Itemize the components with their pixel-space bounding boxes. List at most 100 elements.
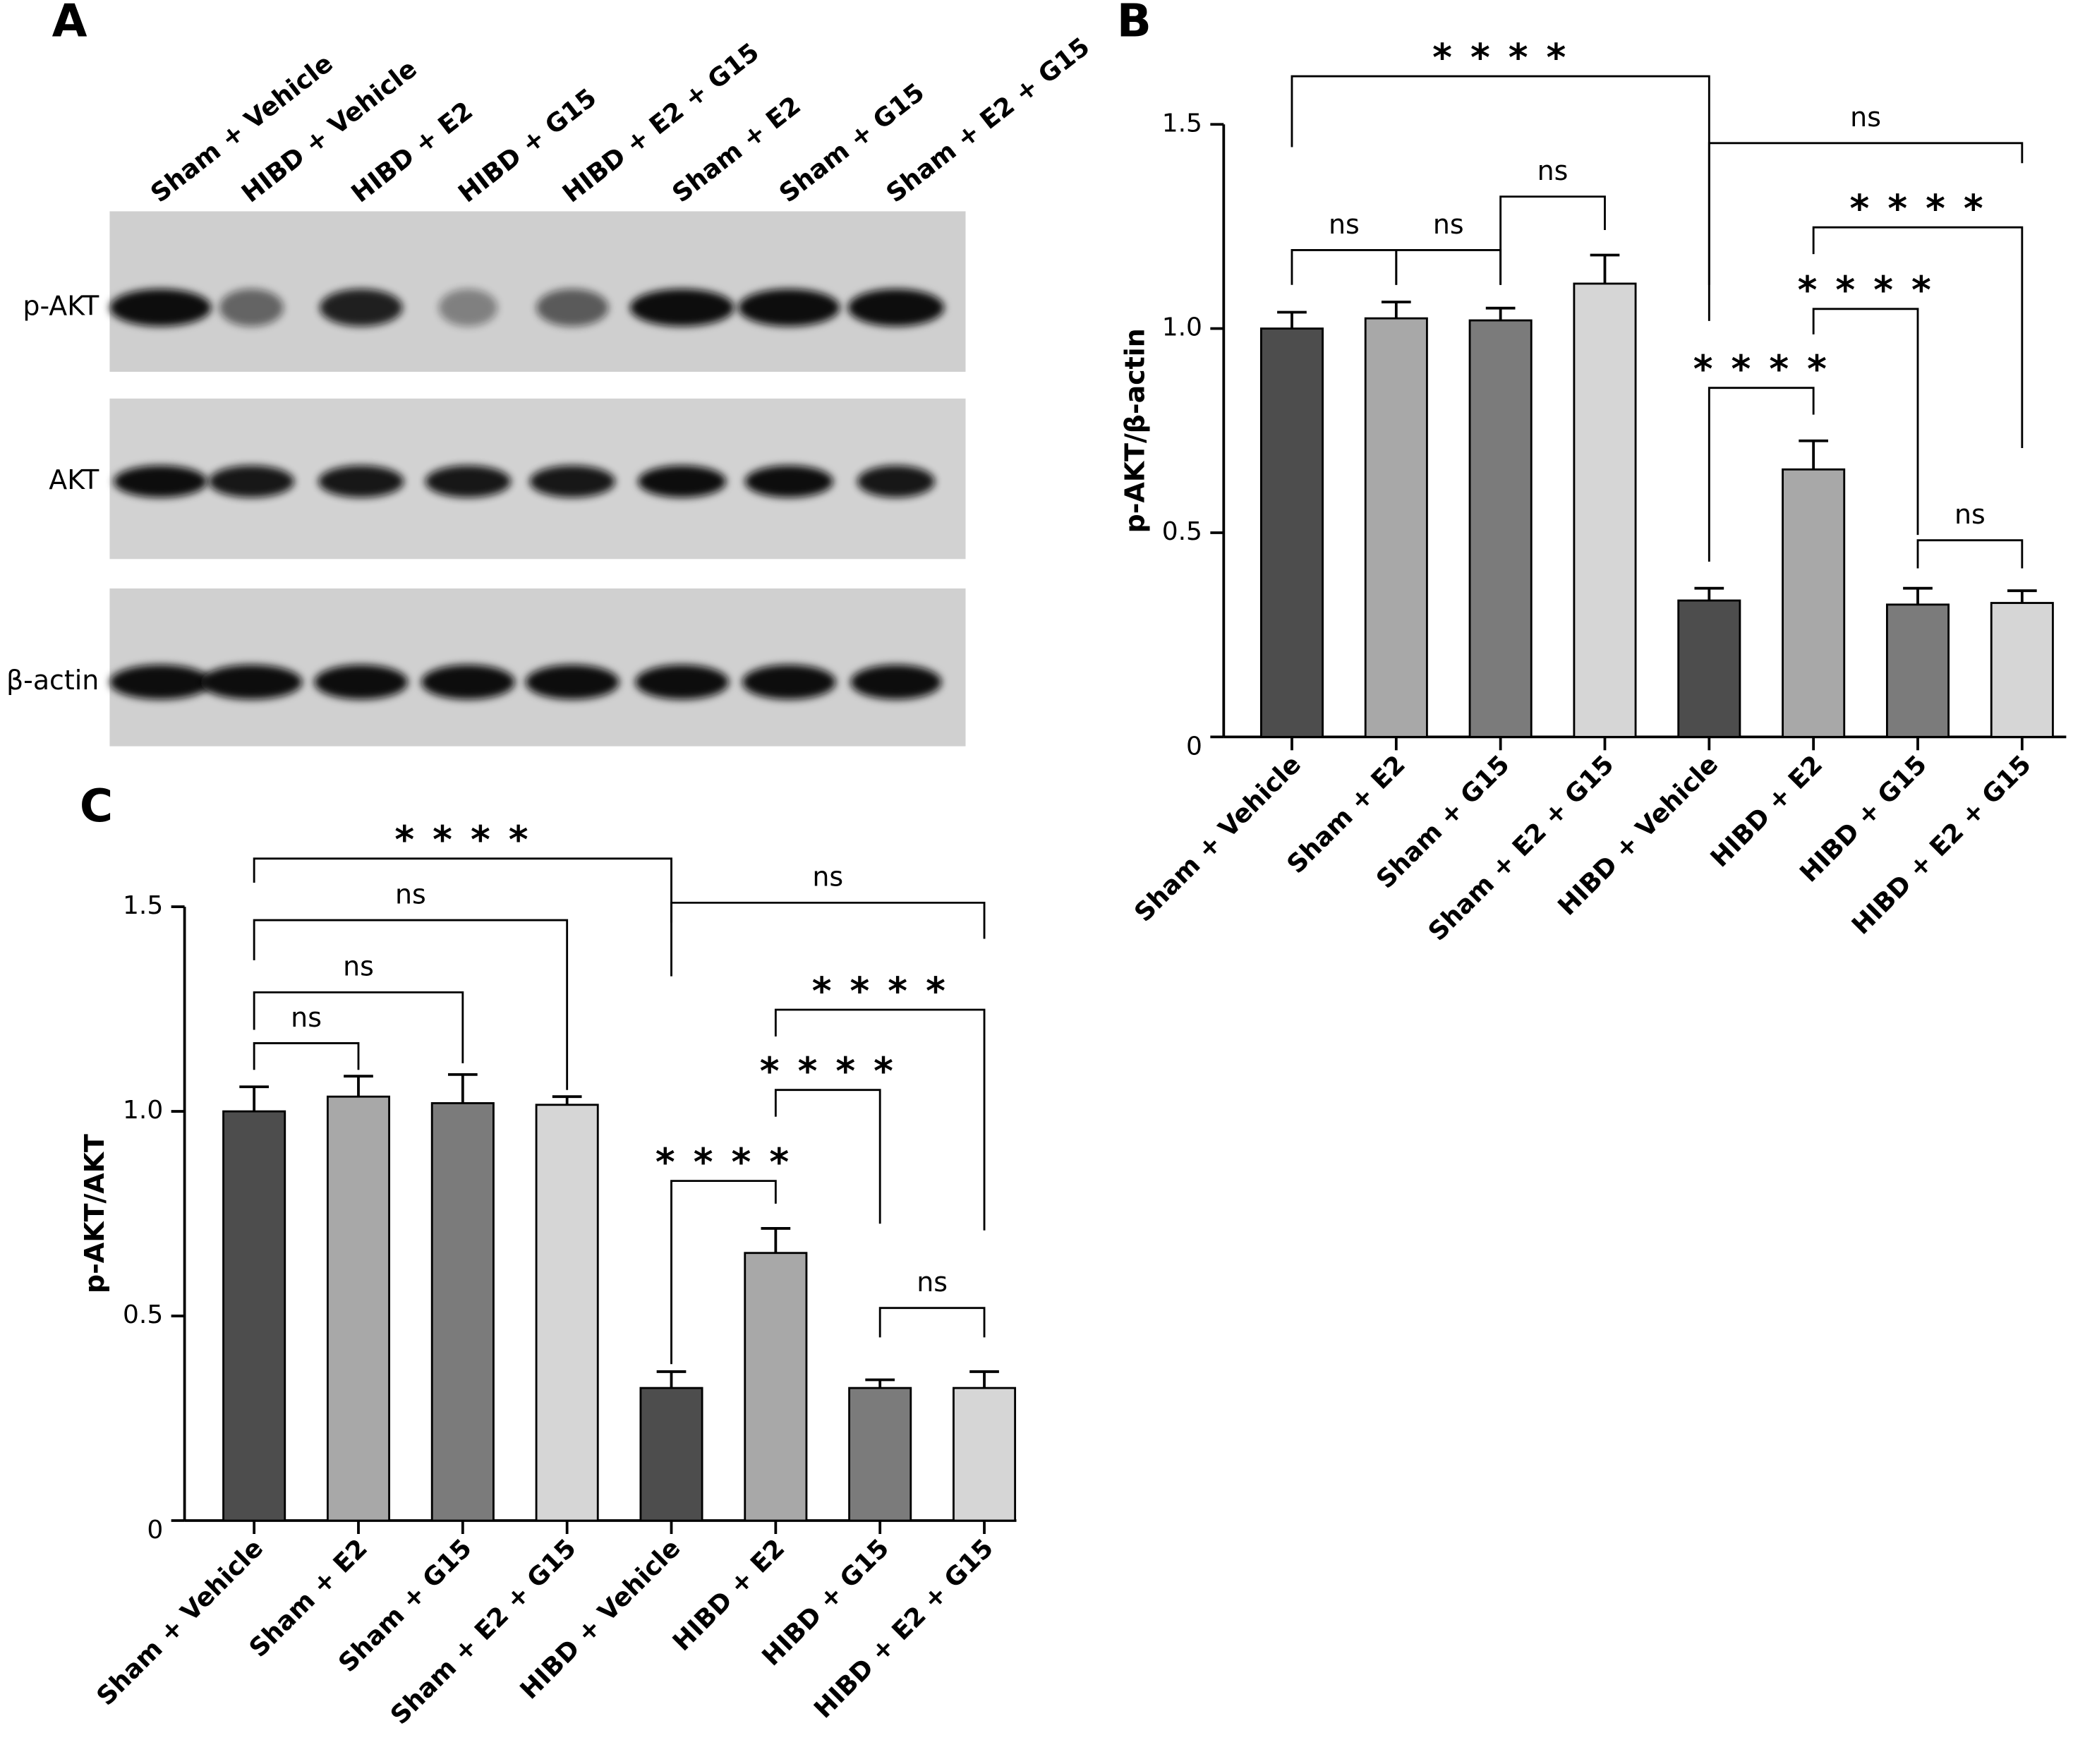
y-tick-label: 0 — [147, 1516, 163, 1545]
band — [438, 289, 498, 327]
bar — [1782, 468, 1846, 738]
panel-label: C — [80, 780, 113, 833]
significance-label: ns — [1329, 209, 1360, 240]
error-bar — [656, 1370, 687, 1389]
error-bar — [2007, 589, 2037, 603]
error-bar — [1694, 586, 1724, 601]
bar — [1259, 327, 1324, 738]
bar — [535, 1104, 599, 1522]
x-tick-label: Sham + E2 + G15 — [385, 1534, 582, 1731]
band — [320, 289, 403, 327]
x-tick-label: HIBD + E2 + G15 — [809, 1534, 999, 1724]
band — [850, 665, 942, 700]
bar — [1364, 317, 1428, 738]
error-bar — [344, 1075, 373, 1097]
y-tick-label: 1.5 — [1162, 109, 1202, 138]
significance-bracket — [878, 1307, 986, 1338]
bar — [222, 1110, 286, 1522]
panel-label: B — [1117, 0, 1152, 48]
row-label: β-actin — [6, 665, 99, 696]
significance-label: * * * * — [760, 1050, 896, 1094]
error-bar — [1903, 586, 1933, 605]
bar — [953, 1387, 1017, 1522]
x-tick-label: Sham + Vehicle — [91, 1534, 269, 1712]
significance-bracket — [253, 1041, 360, 1070]
y-tick-label: 1.0 — [1162, 313, 1202, 342]
significance-label: ns — [917, 1267, 948, 1298]
band — [744, 465, 833, 498]
significance-bracket — [1812, 226, 2024, 448]
significance-bracket — [253, 857, 672, 923]
band — [525, 665, 620, 700]
error-bar — [1485, 306, 1516, 321]
y-axis-label: p-AKT/AKT — [79, 1134, 110, 1293]
error-bar — [552, 1095, 582, 1105]
significance-label: ns — [1537, 155, 1569, 186]
band — [318, 465, 404, 498]
significance-label: ns — [1954, 499, 1986, 530]
band — [314, 665, 409, 700]
significance-label: ns — [291, 1002, 322, 1033]
band — [536, 289, 609, 327]
row-label: AKT — [49, 464, 99, 495]
significance-label: * * * * — [655, 1141, 792, 1185]
band — [114, 465, 207, 498]
error-bar — [447, 1073, 478, 1104]
error-bar — [1381, 301, 1411, 319]
significance-label: ns — [1850, 102, 1881, 133]
bar — [326, 1095, 391, 1522]
band — [635, 665, 730, 700]
band — [219, 289, 284, 327]
row-label: p-AKT — [23, 290, 99, 321]
error-bar — [239, 1085, 269, 1112]
band — [425, 465, 512, 498]
bar — [1468, 319, 1533, 738]
band — [109, 289, 212, 327]
y-tick-label: 0 — [1186, 732, 1202, 761]
significance-label: * * * * — [1693, 348, 1830, 392]
y-axis-label: p-AKT/β-actin — [1120, 328, 1151, 533]
band — [847, 289, 945, 327]
y-tick-label: 0.5 — [123, 1300, 163, 1329]
error-bar — [761, 1227, 791, 1253]
significance-label: * * * * — [812, 969, 948, 1013]
bar — [1990, 602, 2054, 738]
band — [109, 665, 212, 700]
x-tick-label: HIBD + E2 + G15 — [1847, 750, 2037, 941]
band — [738, 289, 840, 327]
significance-label: * * * * — [1798, 269, 1934, 313]
error-bar — [1277, 310, 1307, 329]
bar — [1573, 282, 1637, 738]
bar — [744, 1252, 808, 1522]
significance-bracket — [1812, 308, 1919, 536]
significance-label: ns — [812, 862, 843, 893]
bar-chart: Cp-AKT/AKT 0 0.5 1.0 1.5 Sham + Vehicle Sham +… — [79, 780, 1017, 1730]
significance-bracket — [1499, 195, 1606, 285]
significance-label: * * * * — [1432, 36, 1569, 80]
significance-bracket — [1916, 539, 2024, 569]
y-tick-label: 1.0 — [123, 1096, 163, 1125]
error-bar — [865, 1378, 895, 1389]
band — [638, 465, 727, 498]
bar — [1677, 599, 1741, 738]
x-tick-label: Sham + E2 + G15 — [1423, 750, 1620, 947]
y-tick-label: 0.5 — [1162, 517, 1202, 546]
band — [857, 465, 935, 498]
significance-bracket — [253, 919, 569, 1090]
band — [421, 665, 515, 700]
significance-bracket — [1708, 142, 2024, 285]
band — [200, 665, 303, 700]
significance-bracket — [1708, 387, 1815, 562]
significance-label: * * * * — [1850, 187, 1986, 231]
lane-label: HIBD + E2 + G15 — [557, 37, 765, 208]
significance-bracket — [670, 1180, 777, 1365]
bar — [639, 1387, 703, 1522]
bar — [1885, 603, 1950, 738]
band — [629, 289, 735, 327]
significance-label: * * * * — [394, 818, 531, 862]
significance-label: ns — [395, 878, 426, 910]
bar — [848, 1387, 912, 1522]
significance-bracket — [1291, 249, 1398, 285]
significance-bracket — [774, 1008, 986, 1231]
